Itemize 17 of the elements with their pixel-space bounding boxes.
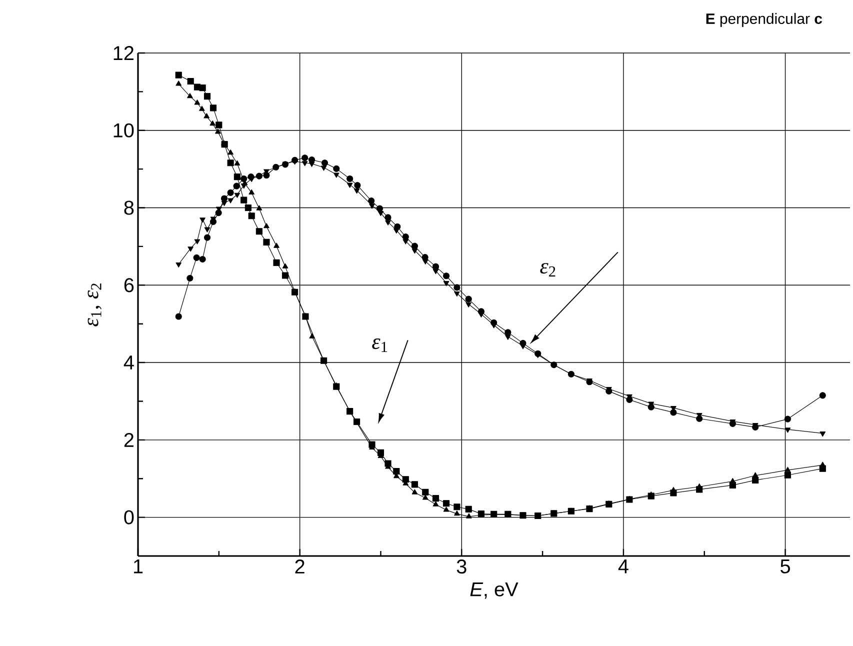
y-tick-label: 6: [124, 278, 134, 292]
chart-title: E perpendicular c: [706, 13, 822, 27]
x-tick-label: 2: [295, 560, 304, 574]
x-tick-label: 4: [618, 560, 628, 574]
y-tick-label: 8: [124, 200, 134, 215]
annotation: ε$_{2}$: [540, 263, 556, 277]
y-tick-label: 0: [124, 510, 134, 524]
y-tick-label: 10: [114, 123, 134, 138]
y-tick-label: 2: [124, 432, 134, 447]
annotation: ε$_{1}$: [372, 338, 388, 352]
x-tick-label: 1: [134, 560, 143, 574]
y-tick-label: 12: [114, 46, 134, 60]
x-axis-title: E, eV: [470, 582, 518, 599]
y-axis-title: ε$_{1}$, ε$_{2}$: [88, 284, 102, 326]
y-tick-label: 4: [124, 356, 134, 370]
x-tick-label: 3: [456, 560, 466, 574]
x-tick-label: 5: [780, 560, 790, 574]
